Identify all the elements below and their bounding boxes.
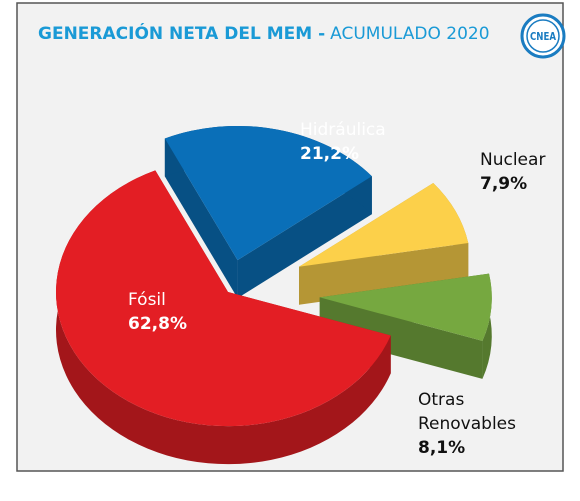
label-line: Otras (418, 390, 464, 410)
value-label: 7,9% (480, 174, 527, 194)
slice-group (319, 273, 492, 379)
slice (56, 170, 391, 427)
slice-group (298, 182, 469, 305)
logo-text: CNEA (530, 30, 556, 43)
title: GENERACIÓN NETA DEL MEM - (38, 22, 325, 44)
slice-group (164, 125, 372, 299)
subtitle: ACUMULADO 2020 (330, 24, 489, 44)
slice-label: Nuclear (480, 150, 545, 170)
value-label: 62,8% (128, 314, 187, 334)
slice-label: Hidráulica (300, 120, 386, 140)
slice-group (55, 170, 391, 465)
slice-side (164, 138, 238, 299)
slice (319, 273, 492, 341)
slice-side (298, 242, 469, 305)
slice-side (319, 297, 483, 379)
label-line: Renovables (418, 414, 516, 434)
slice-label: Fósil (128, 290, 166, 310)
logo (520, 13, 566, 59)
slice-label: Otras Renovables (418, 390, 516, 434)
slice-side (237, 176, 372, 299)
slice (164, 125, 372, 261)
value-label: 21,2% (300, 144, 359, 164)
chart-title: GENERACIÓN NETA DEL MEM - ACUMULADO 2020 (38, 22, 490, 44)
value-label: 8,1% (418, 438, 465, 458)
logo-ring (526, 19, 560, 53)
slice (298, 182, 469, 267)
